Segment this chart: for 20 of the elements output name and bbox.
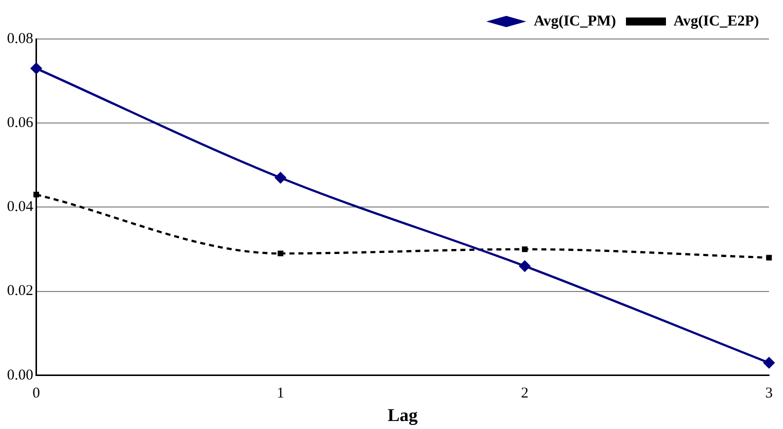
x-tick-label: 0 xyxy=(32,385,40,402)
x-tick-label: 3 xyxy=(765,385,773,402)
y-tick-label: 0.06 xyxy=(7,115,34,132)
point xyxy=(522,246,528,252)
x-axis-title: Lag xyxy=(388,404,418,425)
x-tick-label: 2 xyxy=(521,385,528,402)
point xyxy=(33,192,40,198)
point xyxy=(30,62,42,74)
y-tick-label: 0.02 xyxy=(7,283,34,300)
point xyxy=(763,356,775,369)
legend-label: Avg(IC_E2P) xyxy=(673,13,760,30)
x-tick-label: 1 xyxy=(276,385,284,402)
point xyxy=(518,260,531,272)
point xyxy=(278,250,284,256)
point xyxy=(766,254,772,260)
y-tick-label: 0.04 xyxy=(7,199,34,216)
legend-label: Avg(IC_PM) xyxy=(534,13,616,30)
y-tick-label: 0.00 xyxy=(7,367,34,384)
point xyxy=(274,172,286,184)
y-tick-label: 0.08 xyxy=(7,30,34,47)
